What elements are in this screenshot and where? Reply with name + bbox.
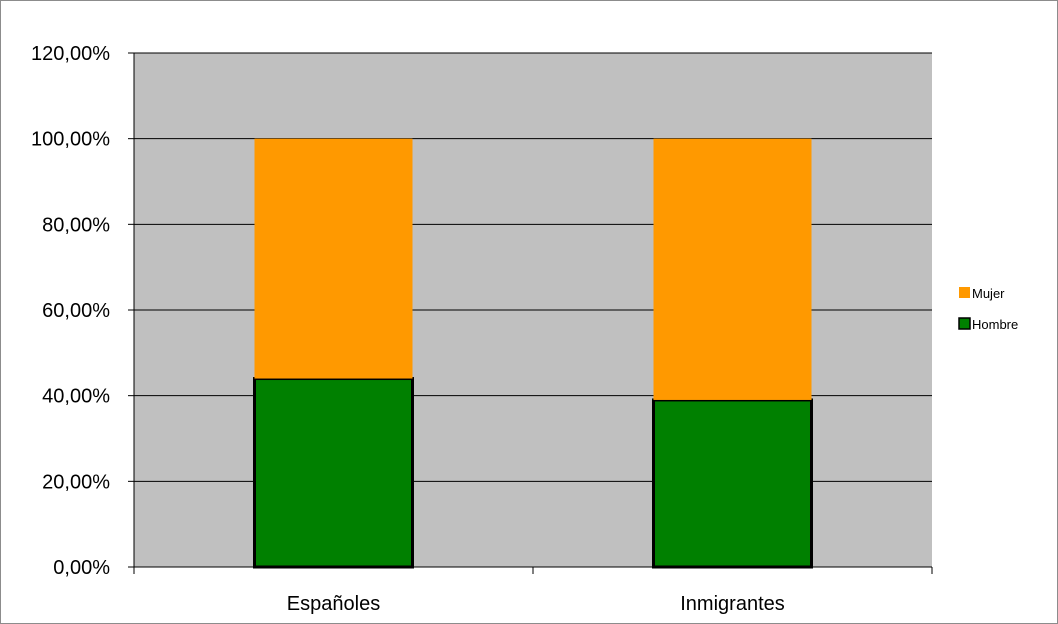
legend-label-mujer: Mujer — [972, 286, 1005, 301]
x-axis-category-labels: Españoles Inmigrantes — [287, 593, 785, 615]
y-tick-label: 0,00% — [53, 557, 110, 579]
y-tick-label: 120,00% — [31, 43, 110, 65]
y-axis-tick-labels: 0,00% 20,00% 40,00% 60,00% 80,00% 100,00% 120,… — [31, 43, 110, 579]
x-category-label: Inmigrantes — [680, 593, 785, 615]
bar-mujer-0 — [254, 138, 413, 379]
bar-hombre-0 — [253, 377, 414, 569]
y-tick-label: 40,00% — [42, 386, 110, 408]
y-tick-label: 60,00% — [42, 300, 110, 322]
bars — [253, 138, 813, 569]
y-tick-label: 20,00% — [42, 471, 110, 493]
x-category-label: Españoles — [287, 593, 380, 615]
legend: Mujer Hombre — [958, 286, 1018, 332]
axes — [128, 52, 933, 574]
bar-mujer-1 — [653, 138, 812, 400]
legend-swatch-mujer — [959, 287, 970, 298]
y-tick-label: 100,00% — [31, 129, 110, 151]
legend-swatch-hombre — [958, 317, 971, 330]
legend-label-hombre: Hombre — [972, 317, 1018, 332]
bar-hombre-1 — [652, 398, 813, 569]
y-tick-label: 80,00% — [42, 214, 110, 236]
